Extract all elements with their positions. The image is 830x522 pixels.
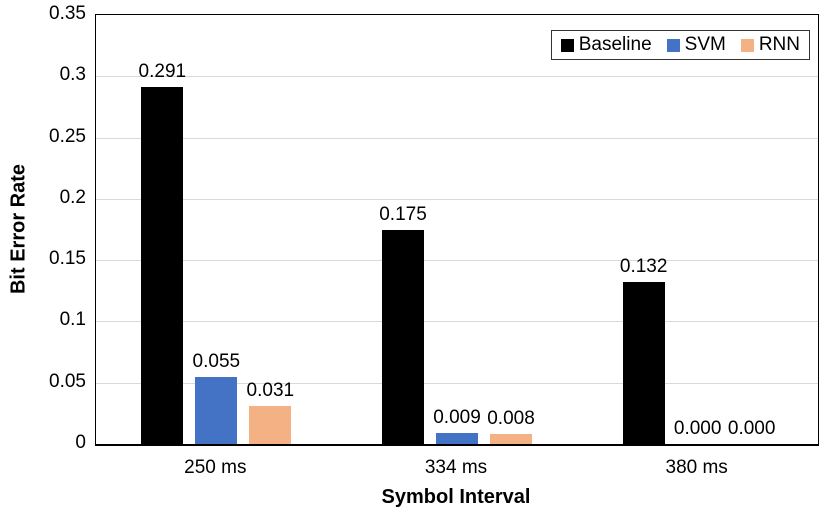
y-tick-label: 0.1 [59, 309, 86, 331]
x-axis-title: Symbol Interval [381, 486, 531, 508]
legend-label-rnn: RNN [758, 34, 800, 55]
bar-rnn-334-ms [490, 434, 532, 444]
bar-value-label: 0.291 [138, 61, 187, 83]
bar-rnn-250-ms [249, 406, 292, 444]
svm-swatch-icon [666, 38, 680, 52]
bar-value-label: 0.031 [246, 380, 295, 402]
bar-svm-250-ms [195, 376, 238, 444]
bar-value-label: 0.000 [673, 418, 722, 439]
bar-value-label: 0.000 [727, 418, 776, 439]
y-tick-label: 0.3 [59, 64, 86, 86]
legend-label-baseline: Baseline [578, 34, 652, 55]
plot-area: 0.291 0.055 0.031 0.175 0.009 0.008 0.132 0.000… [95, 14, 819, 446]
x-tick-label: 380 ms [665, 457, 728, 478]
bar-baseline-334-ms [382, 229, 424, 444]
gridline [96, 260, 818, 262]
bar-value-label: 0.008 [487, 408, 535, 430]
legend-item-rnn: RNN [740, 34, 800, 55]
legend-item-baseline: Baseline [560, 34, 652, 55]
y-tick-label: 0.35 [49, 3, 86, 24]
bar-value-label: 0.009 [433, 406, 481, 428]
gridline [96, 198, 818, 200]
rnn-swatch-icon [740, 38, 754, 52]
legend-label-svm: SVM [684, 34, 726, 55]
bar-value-label: 0.055 [192, 350, 241, 372]
bar-value-label: 0.175 [379, 203, 427, 225]
bar-baseline-380-ms [622, 282, 665, 444]
legend-item-svm: SVM [666, 34, 726, 55]
y-tick-label: 0 [75, 432, 86, 453]
gridline [96, 76, 818, 78]
bar-baseline-250-ms [141, 87, 184, 444]
y-tick-label: 0.25 [49, 125, 86, 147]
gridline [96, 137, 818, 139]
y-tick-label: 0.2 [59, 186, 86, 208]
gridline [96, 321, 818, 323]
bar-svm-334-ms [436, 432, 478, 444]
bar-value-label: 0.132 [619, 256, 668, 278]
baseline-swatch-icon [560, 38, 574, 52]
y-tick-label: 0.15 [49, 248, 86, 270]
x-axis-tick-labels: 250 ms 334 ms 380 ms [95, 457, 817, 481]
y-tick-label: 0.05 [49, 370, 86, 392]
x-tick-label: 250 ms [184, 457, 247, 478]
gridline [96, 382, 818, 384]
x-tick-label: 334 ms [424, 457, 488, 478]
legend: Baseline SVM RNN [550, 30, 810, 60]
y-axis-tick-labels: 0 0.05 0.1 0.15 0.2 0.25 0.3 0.35 [0, 4, 95, 453]
